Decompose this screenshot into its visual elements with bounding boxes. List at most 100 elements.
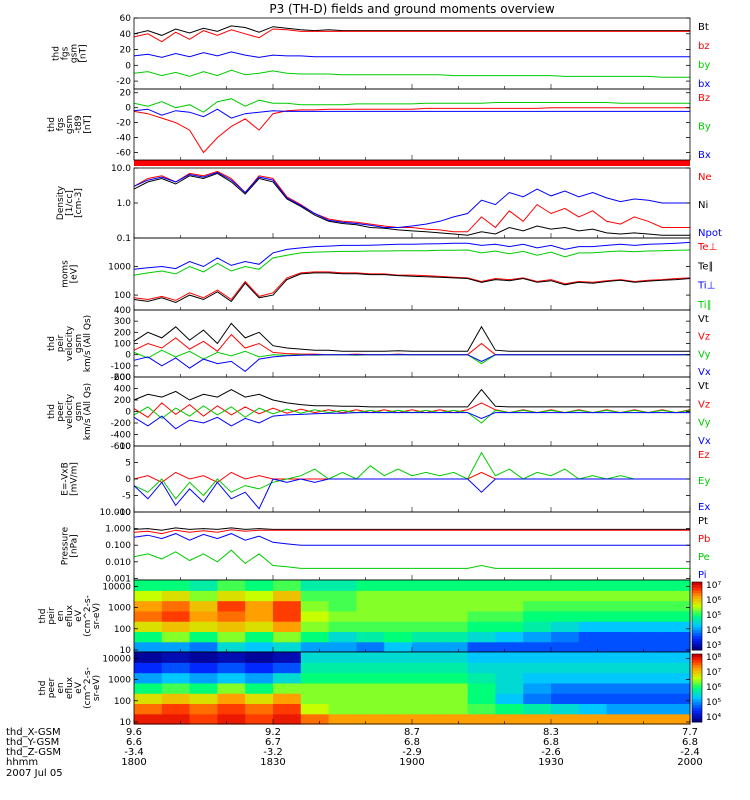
- heat-cell: [134, 713, 163, 725]
- heat-cell: [495, 672, 524, 684]
- y-tick-label: 0: [125, 351, 131, 361]
- heat-cell: [217, 652, 246, 663]
- y-axis-label-line: [cm-3]: [74, 188, 84, 218]
- y-tick-label: -600: [111, 442, 132, 452]
- heat-cell: [384, 693, 413, 705]
- legend-entry: Npot: [698, 228, 722, 239]
- panel-4: Te⊥ Te∥ Ti⊥ Ti∥ 1000 100 moms[eV]: [61, 237, 717, 311]
- colorbar-swatch: [692, 673, 702, 678]
- heat-cell: [551, 682, 580, 694]
- heat-cell: [634, 672, 663, 684]
- legend-entry: Pi: [698, 570, 707, 581]
- legend-entry: Te∥: [697, 261, 714, 272]
- heat-cell: [634, 580, 663, 591]
- heat-cell: [467, 631, 496, 643]
- y-tick-label: 10: [120, 718, 132, 728]
- heat-cell: [495, 580, 524, 591]
- y-axis-label: Density[1/cc][cm-3]: [56, 185, 84, 220]
- heat-cell: [161, 590, 191, 602]
- heat-cell: [523, 713, 552, 725]
- y-tick-label: 200: [114, 396, 131, 406]
- y-tick-label: -20: [116, 119, 131, 129]
- colorbar-label: 10³: [706, 641, 721, 651]
- series-line: [133, 354, 690, 373]
- heat-cell: [634, 703, 663, 715]
- y-tick-label: 10: [120, 646, 132, 656]
- y-axis-label-line: (cm^2-s-: [83, 595, 93, 637]
- legend-entry: Bz: [698, 93, 710, 104]
- heat-cell: [439, 713, 469, 725]
- colorbar-swatch: [692, 638, 702, 642]
- heat-cell: [189, 641, 218, 653]
- heat-cell: [578, 610, 608, 622]
- legend-entry: Ti⊥: [697, 281, 715, 292]
- colorbar-frame: [691, 581, 703, 651]
- heat-cell: [217, 641, 246, 653]
- heat-cell: [134, 610, 163, 622]
- heat-cell: [273, 713, 302, 725]
- heat-cell: [467, 662, 496, 674]
- heat-cell: [467, 693, 496, 705]
- y-axis-label: thdfgsgsm[nT]: [52, 44, 89, 63]
- heat-cell: [606, 631, 635, 643]
- y-axis-label-line: -t89: [74, 115, 84, 134]
- colorbar-label: 10⁷: [706, 581, 721, 591]
- heat-cell: [245, 641, 274, 653]
- heat-cell: [161, 682, 191, 694]
- heat-cell: [356, 713, 385, 725]
- heat-cell: [134, 631, 163, 643]
- heat-cell: [356, 600, 385, 612]
- panel-7: Ez Ey Ex 10 5 0 -5 -10 E=-VxB[mV/m]: [61, 442, 711, 518]
- heat-cell: [551, 621, 580, 633]
- heat-cell: [439, 682, 469, 694]
- colorbar-swatch: [692, 716, 702, 720]
- legend-entry: Te⊥: [697, 242, 717, 253]
- heat-cell: [273, 600, 302, 612]
- heat-cell: [662, 580, 691, 591]
- y-tick-label: 400: [114, 306, 131, 316]
- heat-cell: [412, 693, 441, 705]
- y-tick-label: 10.000: [100, 508, 132, 518]
- colorbar-swatch: [692, 635, 702, 640]
- heat-cell: [273, 693, 302, 705]
- y-tick-label: 300: [114, 317, 131, 327]
- heat-cell: [356, 682, 385, 694]
- heat-cell: [134, 662, 163, 674]
- heat-cell: [328, 621, 357, 633]
- heat-cell: [412, 621, 441, 633]
- heat-cell: [662, 610, 691, 622]
- heat-cell: [161, 641, 191, 653]
- legend-entry: Ez: [698, 450, 710, 461]
- heat-cell: [634, 641, 663, 653]
- heat-cell: [273, 652, 302, 663]
- heat-cell: [467, 652, 496, 663]
- y-axis-label-line: (cm^2-s-: [83, 667, 93, 709]
- y-axis-label-line: thd: [47, 336, 57, 351]
- y-tick-label: 600: [114, 373, 131, 383]
- heat-cell: [467, 600, 496, 612]
- y-tick-label: 100: [114, 697, 131, 707]
- y-axis-label: thdfgsgsm-t89[nT]: [47, 115, 93, 134]
- y-axis-label: thdpeervelocitygsmkm/s (All Qs): [47, 383, 93, 440]
- chart-title: P3 (TH-D) fields and ground moments over…: [269, 2, 554, 16]
- heat-cell: [523, 703, 552, 715]
- colorbar-swatch: [692, 593, 702, 597]
- legend-entry: Pe: [698, 552, 710, 563]
- heat-cell: [161, 610, 191, 622]
- series-line: [133, 349, 690, 365]
- y-axis-label-line: thd: [47, 404, 57, 419]
- panel-frame: [133, 237, 691, 311]
- heat-cell: [495, 631, 524, 643]
- orbit-value: -2.9: [402, 747, 422, 758]
- legend-entry: Vy: [698, 349, 711, 360]
- legend-entry: Bx: [698, 150, 711, 161]
- colorbar-swatch: [692, 596, 702, 600]
- heat-cell: [634, 713, 663, 725]
- heat-cell: [412, 631, 441, 643]
- heat-cell: [412, 682, 441, 694]
- y-axis-label: thdpeirvelocitygsmkm/s (All Qs): [47, 315, 93, 372]
- series-line: [133, 171, 690, 228]
- heat-cell: [662, 672, 691, 684]
- legend-entry: Vx: [698, 367, 711, 378]
